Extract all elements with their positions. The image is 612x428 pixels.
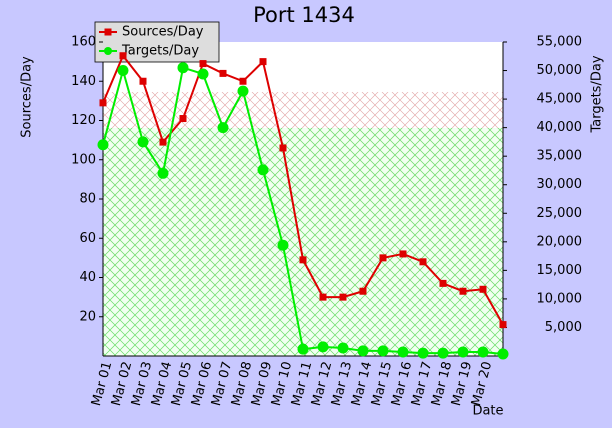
point	[457, 346, 469, 358]
y2-tick-label: 35,000	[537, 149, 583, 164]
point	[477, 346, 489, 358]
point	[199, 60, 207, 68]
y2-tick-label: 25,000	[537, 206, 583, 221]
legend-label: Targets/Day	[121, 44, 199, 59]
point	[237, 85, 249, 97]
point	[157, 167, 169, 179]
point	[319, 293, 327, 301]
y-tick-label: 40	[79, 270, 96, 285]
y2-tick-label: 50,000	[537, 63, 583, 78]
area-hatch	[103, 128, 503, 356]
point	[259, 58, 267, 66]
point	[297, 343, 309, 355]
legend-swatch	[104, 28, 112, 36]
point	[437, 347, 449, 359]
point	[357, 345, 369, 357]
point	[419, 258, 427, 266]
point	[439, 279, 447, 287]
point	[137, 136, 149, 148]
y-axis-label: Sources/Day	[20, 56, 35, 138]
point	[219, 69, 227, 77]
point	[159, 138, 167, 146]
point	[99, 99, 107, 107]
y2-tick-label: 45,000	[537, 92, 583, 107]
y-tick-label: 160	[71, 35, 96, 50]
point	[497, 348, 509, 360]
point	[179, 115, 187, 123]
point	[379, 254, 387, 262]
point	[97, 139, 109, 151]
point	[359, 287, 367, 295]
y2-tick-label: 15,000	[537, 263, 583, 278]
point	[139, 77, 147, 85]
y-tick-label: 60	[79, 231, 96, 246]
y2-axis-label: Targets/Day	[590, 55, 605, 133]
legend-label: Sources/Day	[122, 25, 204, 40]
y-tick-label: 140	[71, 74, 96, 89]
y-tick-label: 100	[71, 152, 96, 167]
y2-tick-label: 55,000	[537, 35, 583, 50]
point	[117, 65, 129, 77]
point	[177, 62, 189, 74]
point	[499, 321, 507, 329]
point	[257, 164, 269, 176]
point	[337, 342, 349, 354]
y2-tick-label: 30,000	[537, 177, 583, 192]
x-axis-label: Date	[472, 404, 503, 419]
point	[397, 346, 409, 358]
point	[299, 256, 307, 264]
point	[197, 68, 209, 80]
point	[399, 250, 407, 258]
point	[417, 347, 429, 359]
point	[217, 122, 229, 134]
point	[119, 52, 127, 60]
y-tick-label: 120	[71, 113, 96, 128]
y2-tick-label: 10,000	[537, 291, 583, 306]
y2-tick-label: 40,000	[537, 120, 583, 135]
y2-tick-label: 20,000	[537, 234, 583, 249]
y-tick-label: 20	[79, 309, 96, 324]
y2-tick-label: 5,000	[545, 320, 582, 335]
point	[459, 287, 467, 295]
point	[239, 77, 247, 85]
y-tick-label: 80	[79, 192, 96, 207]
point	[317, 341, 329, 353]
point	[479, 285, 487, 293]
point	[377, 345, 389, 357]
chart-title: Port 1434	[253, 3, 355, 27]
legend: Sources/Day Targets/Day	[94, 21, 220, 63]
point	[339, 293, 347, 301]
legend-swatch	[104, 47, 112, 55]
legend-box	[94, 21, 220, 63]
point	[277, 239, 289, 251]
point	[279, 144, 287, 152]
